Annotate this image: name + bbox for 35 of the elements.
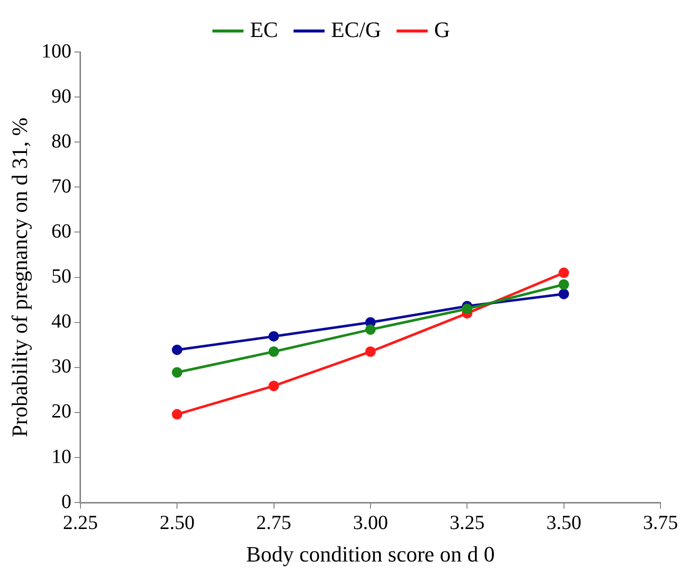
y-tick-label: 70: [51, 175, 72, 198]
x-tick-label: 3.25: [450, 512, 485, 534]
point: [558, 279, 570, 290]
point: [558, 268, 570, 278]
point: [365, 324, 376, 335]
y-tick-label: 20: [51, 400, 72, 423]
point: [558, 288, 570, 300]
point: [268, 380, 280, 392]
y-tick-label: 50: [51, 266, 72, 288]
x-tick-label: 2.75: [256, 512, 292, 534]
y-tick-label: 10: [51, 446, 72, 468]
legend-label: G: [434, 16, 450, 42]
x-tick-label: 3.50: [546, 512, 582, 534]
point: [172, 367, 182, 378]
point: [172, 344, 182, 356]
point: [268, 331, 280, 342]
y-tick-label: 30: [51, 356, 72, 378]
point: [172, 409, 182, 420]
x-tick-label: 3.75: [643, 512, 678, 534]
y-tick-label: 90: [51, 85, 72, 108]
legend-label: EC/G: [331, 16, 382, 42]
point: [268, 346, 280, 357]
y-axis-title: Probability of pregnancy on d 31, %: [6, 118, 32, 438]
x-tick-label: 2.25: [62, 512, 98, 534]
y-tick-label: 100: [41, 40, 72, 62]
x-tick-label: 2.50: [160, 512, 195, 534]
y-tick-label: 0: [61, 490, 72, 513]
x-axis-title: Body condition score on d 0: [246, 542, 495, 567]
x-tick-label: 3.00: [352, 512, 388, 534]
legend-label: EC: [250, 16, 278, 42]
y-tick-label: 40: [51, 310, 72, 333]
y-tick-label: 80: [51, 130, 72, 152]
y-tick-label: 60: [51, 220, 72, 242]
point: [365, 346, 376, 357]
point: [462, 304, 472, 314]
